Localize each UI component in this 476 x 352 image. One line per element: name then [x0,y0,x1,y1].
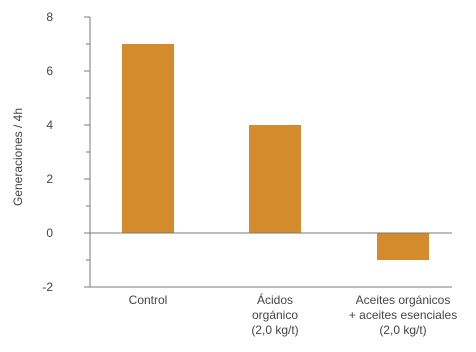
x-category-label-line: (2,0 kg/t) [379,323,426,337]
y-axis-title: Generaciones / 4h [11,108,25,206]
category-labels: Control Ácidos orgánico (2,0 kg/t)Aceites o… [129,292,458,337]
y-tick-label: 4 [46,118,53,132]
y-tick-label: 0 [46,226,53,240]
x-category-label-line: (2,0 kg/t) [251,323,298,337]
y-tick-label: 6 [46,64,53,78]
x-category-label-line: Aceites orgánicos [356,293,451,307]
x-category-label: Ácidos orgánico (2,0 kg/t) [251,292,298,337]
y-tick-label: 2 [46,172,53,186]
x-category-label-line: Ácidos [257,292,293,307]
y-tick-label: -2 [42,280,53,294]
x-category-label: Control [129,293,168,307]
bar [377,233,429,260]
bar [122,44,174,233]
y-tick-label: 8 [46,10,53,24]
x-category-label-line: orgánico [252,308,298,322]
bars-layer [122,44,429,260]
x-category-label-line: + aceites esenciales [349,308,457,322]
x-category-label: Aceites orgánicos + aceites esenciales (2,… [349,293,457,337]
x-category-label-line: Control [129,293,168,307]
bar [249,125,301,233]
y-ticks: -2 0 2 4 6 8 [42,10,90,294]
